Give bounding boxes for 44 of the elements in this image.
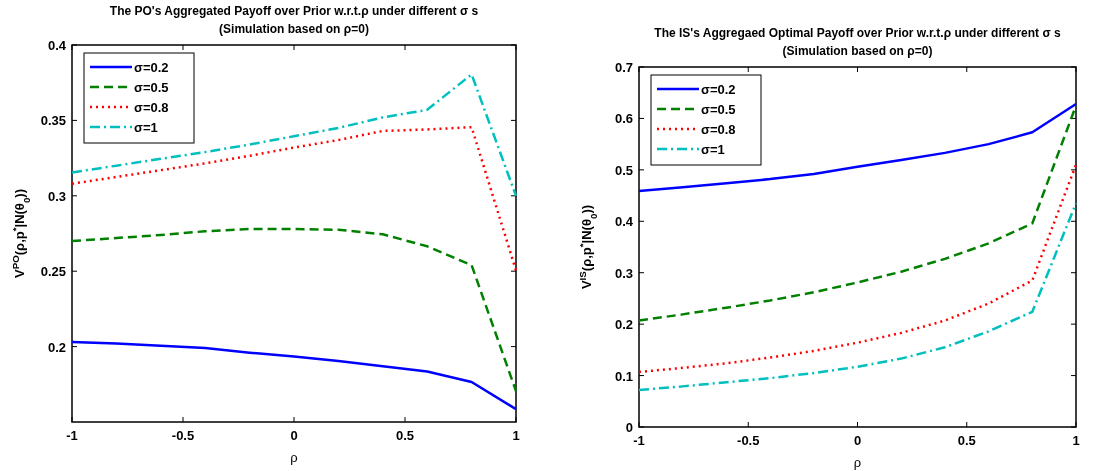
line-series <box>637 102 1078 193</box>
y-tick-label: 0.4 <box>614 214 634 230</box>
legend-label: σ=1 <box>701 142 725 157</box>
x-tick-label: 0 <box>853 433 862 448</box>
x-axis-title: ρ <box>853 455 862 470</box>
chart-title: The IS's Aggregaed Optimal Payoff over Prior w.r.t.ρ under different σ s <box>654 26 1061 40</box>
x-tick-label: 0.5 <box>395 428 415 443</box>
y-tick-label: 0.2 <box>47 339 66 355</box>
legend-label: σ=0.5 <box>134 80 169 95</box>
legend-label: σ=1 <box>134 120 158 135</box>
chart-subtitle: (Simulation based on ρ=0) <box>219 22 369 36</box>
y-tick-label: 0.3 <box>47 188 66 204</box>
y-tick-label: 0.5 <box>614 162 633 178</box>
legend-label: σ=0.8 <box>701 122 736 137</box>
y-tick-label: 0.4 <box>47 38 67 53</box>
y-tick-label: 0.1 <box>614 368 633 384</box>
line-series <box>637 202 1078 392</box>
x-tick-label: 0.5 <box>957 433 976 448</box>
x-tick-label: 0 <box>290 428 298 443</box>
y-tick-label: 0.3 <box>614 265 633 281</box>
line-series <box>70 125 518 272</box>
line-series <box>637 163 1078 374</box>
x-tick-label: 1 <box>512 428 520 443</box>
x-tick-label: -0.5 <box>737 433 760 448</box>
legend-label: σ=0.5 <box>701 102 736 117</box>
y-tick-label: 0.35 <box>40 113 66 129</box>
x-tick-label: -1 <box>633 433 645 448</box>
legend-label: σ=0.2 <box>134 60 169 75</box>
y-tick-label: 0.2 <box>614 317 633 333</box>
y-tick-label: 0.6 <box>614 111 633 127</box>
x-tick-label: -0.5 <box>171 428 195 443</box>
line-series <box>637 104 1078 322</box>
chart-title: The PO's Aggregated Payoff over Prior w.r.t.ρ under different σ s <box>109 4 479 18</box>
chart-subtitle: (Simulation based on ρ=0) <box>782 44 933 58</box>
legend-label: σ=0.8 <box>134 100 169 115</box>
y-tick-label: 0.25 <box>40 264 66 280</box>
x-axis-title: ρ <box>290 450 298 465</box>
legend-label: σ=0.2 <box>701 82 736 97</box>
line-series <box>70 340 518 411</box>
x-tick-label: -1 <box>66 428 78 443</box>
line-series <box>70 73 518 198</box>
y-tick-label: 0.7 <box>614 60 633 75</box>
x-tick-label: 1 <box>1072 433 1080 448</box>
line-series <box>70 227 518 393</box>
